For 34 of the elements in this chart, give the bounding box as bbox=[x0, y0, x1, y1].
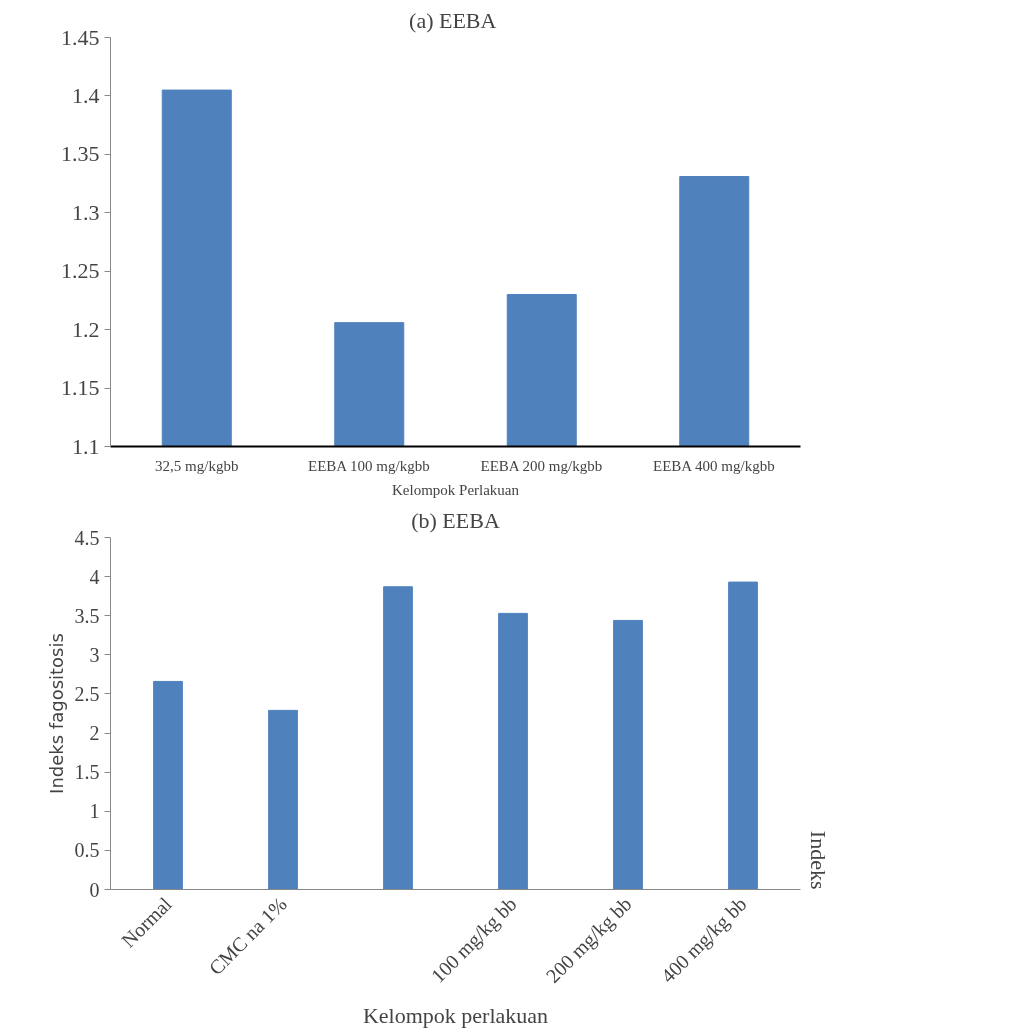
bar bbox=[383, 586, 413, 890]
chart-title: (b) EEBA bbox=[411, 507, 500, 533]
y-tick-label: 1.4 bbox=[72, 82, 100, 108]
y-tick-label: 0 bbox=[89, 878, 100, 901]
y-tick-label: 1.45 bbox=[61, 24, 100, 50]
y-tick-label: 1.25 bbox=[61, 258, 100, 284]
y-tick-label: 1.2 bbox=[72, 316, 100, 342]
bar bbox=[728, 581, 758, 890]
y-tick-label: 4.5 bbox=[74, 526, 100, 549]
bar bbox=[613, 619, 643, 890]
y-tick-label: 1 bbox=[89, 800, 100, 823]
bar bbox=[268, 709, 298, 890]
x-axis-title: Kelompok perlakuan bbox=[362, 1002, 549, 1028]
bar bbox=[153, 680, 183, 890]
y-tick-label: 2.5 bbox=[74, 682, 100, 705]
x-tick-label: EEBA 400 mg/kgbb bbox=[653, 457, 775, 474]
x-tick-label: 32,5 mg/kgbb bbox=[155, 457, 239, 474]
y-tick-label: 1.3 bbox=[72, 199, 100, 225]
y-tick-label: 3.5 bbox=[74, 604, 100, 627]
y-tick-label: 1.15 bbox=[61, 375, 100, 401]
y-tick-label: 3 bbox=[89, 643, 100, 666]
text: Indeks bbox=[805, 830, 831, 890]
y-tick-label: 1.1 bbox=[72, 433, 100, 459]
y-axis-title: Indeks fagositosis bbox=[45, 633, 67, 794]
x-axis-title: Kelompok Perlakuan bbox=[391, 481, 520, 498]
y-tick-label: 4 bbox=[89, 565, 100, 588]
bar bbox=[498, 612, 528, 890]
x-tick-label: EEBA 100 mg/kgbb bbox=[308, 457, 430, 474]
y-tick-label: 1.35 bbox=[61, 141, 100, 167]
y-tick-label: 0.5 bbox=[74, 839, 100, 862]
chart-title: (a) EEBA bbox=[409, 7, 497, 33]
y-tick-label: 2 bbox=[89, 722, 100, 745]
x-tick-label: EEBA 200 mg/kgbb bbox=[480, 457, 603, 474]
y-tick-label: 1.5 bbox=[74, 761, 100, 784]
